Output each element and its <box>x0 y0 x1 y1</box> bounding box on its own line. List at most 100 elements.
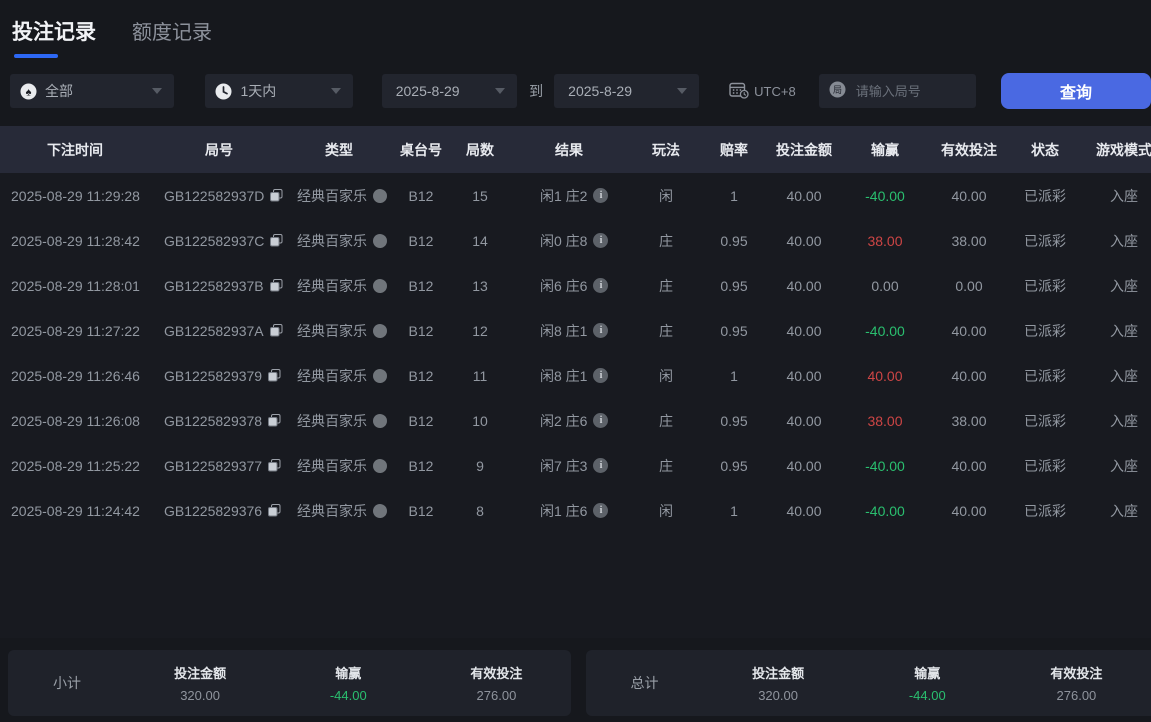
cell-game-mode: 入座 <box>1110 502 1138 519</box>
info-icon[interactable]: i <box>593 278 609 293</box>
copy-icon[interactable] <box>269 279 283 292</box>
date-from-value: 2025-8-29 <box>395 83 460 99</box>
total-panel: 总计 投注金额 320.00 输赢 -44.00 有效投注 276.00 <box>585 650 1151 716</box>
column-header: 下注时间 <box>47 141 103 158</box>
cell-valid-bet: 40.00 <box>951 367 987 384</box>
table-row[interactable]: 2025-08-29 11:28:42 GB122582937C 经典百家乐 B… <box>0 218 1151 263</box>
cell-bet-time: 2025-08-29 11:26:46 <box>11 367 140 384</box>
cell-status: 已派彩 <box>1024 367 1066 384</box>
subtotal-panel: 小计 投注金额 320.00 输赢 -44.00 有效投注 276.00 <box>8 650 571 716</box>
cell-status: 已派彩 <box>1024 187 1066 204</box>
cell-result: 闲2 庄6 i <box>508 411 630 431</box>
query-button[interactable]: 查询 <box>1000 73 1151 109</box>
cell-valid-bet: 40.00 <box>951 187 987 204</box>
total-win-loss: 输赢 -44.00 <box>908 666 946 703</box>
table-row[interactable]: 2025-08-29 11:28:01 GB122582937B 经典百家乐 B… <box>0 263 1151 308</box>
info-icon[interactable]: i <box>593 503 609 518</box>
table-row[interactable]: 2025-08-29 11:29:28 GB122582937D 经典百家乐 B… <box>0 173 1151 218</box>
cell-result: 闲0 庄8 i <box>508 231 630 251</box>
timezone-indicator: UTC+8 <box>729 81 796 102</box>
copy-icon[interactable] <box>268 369 281 382</box>
cell-round-no: 13 <box>472 277 488 294</box>
cell-bet-time: 2025-08-29 11:26:08 <box>11 412 140 429</box>
cell-valid-bet: 38.00 <box>951 412 987 429</box>
info-icon[interactable]: i <box>593 323 609 338</box>
copy-icon[interactable] <box>270 234 283 247</box>
column-header: 类型 <box>325 141 353 158</box>
cell-play: 庄 <box>659 322 673 339</box>
table-row[interactable]: 2025-08-29 11:27:22 GB122582937A 经典百家乐 B… <box>0 308 1151 353</box>
date-to-select[interactable]: 2025-8-29 <box>554 74 700 108</box>
cell-status: 已派彩 <box>1024 502 1066 519</box>
subtotal-bet-amount: 投注金额 320.00 <box>174 666 227 703</box>
cell-odds: 1 <box>730 187 738 204</box>
cell-round-id: GB1225829377 <box>150 458 288 474</box>
table-row[interactable]: 2025-08-29 11:26:46 GB1225829379 经典百家乐 B… <box>0 353 1151 398</box>
game-logo-icon <box>373 503 387 518</box>
table-row[interactable]: 2025-08-29 11:24:42 GB1225829376 经典百家乐 B… <box>0 488 1151 533</box>
calendar-clock-icon <box>729 81 750 102</box>
column-header: 游戏模式 <box>1096 141 1151 158</box>
cell-win-loss: -40.00 <box>865 502 905 519</box>
cell-game-mode: 入座 <box>1110 457 1138 474</box>
timezone-label: UTC+8 <box>754 83 796 99</box>
game-logo-icon <box>373 413 387 428</box>
date-from-select[interactable]: 2025-8-29 <box>381 74 518 108</box>
cell-result: 闲1 庄2 i <box>508 186 630 206</box>
svg-text:局: 局 <box>833 85 842 95</box>
cell-bet-time: 2025-08-29 11:24:42 <box>11 502 140 519</box>
cell-round-id: GB122582937C <box>150 233 288 249</box>
info-icon[interactable]: i <box>593 458 609 473</box>
total-bet-amount: 投注金额 320.00 <box>752 666 805 703</box>
tab-bar: 投注记录 额度记录 <box>0 0 1151 58</box>
cell-valid-bet: 40.00 <box>951 457 987 474</box>
cell-status: 已派彩 <box>1024 232 1066 249</box>
game-type-select[interactable]: ♠ 全部 <box>10 74 175 108</box>
cell-valid-bet: 0.00 <box>955 277 983 294</box>
info-icon[interactable]: i <box>593 368 609 383</box>
cell-round-id: GB1225829378 <box>150 413 288 429</box>
chevron-down-icon <box>495 88 506 94</box>
tab-betting-records[interactable]: 投注记录 <box>12 16 96 58</box>
cell-result: 闲8 庄1 i <box>508 366 630 386</box>
cell-game-type: 经典百家乐 <box>288 411 390 431</box>
cell-play: 闲 <box>659 367 673 384</box>
cell-bet-amount: 40.00 <box>786 187 822 204</box>
table-row[interactable]: 2025-08-29 11:26:08 GB1225829378 经典百家乐 B… <box>0 398 1151 443</box>
cell-result: 闲1 庄6 i <box>508 501 630 521</box>
tab-quota-records[interactable]: 额度记录 <box>132 16 212 45</box>
cell-round-no: 11 <box>472 367 488 384</box>
column-header: 输赢 <box>871 141 899 158</box>
game-logo-icon <box>373 458 387 473</box>
copy-icon[interactable] <box>269 324 283 337</box>
tab-label: 投注记录 <box>12 21 96 44</box>
copy-icon[interactable] <box>268 504 281 517</box>
cell-status: 已派彩 <box>1024 457 1066 474</box>
round-search-field[interactable]: 局 <box>818 74 976 108</box>
info-icon[interactable]: i <box>593 233 609 248</box>
cell-game-mode: 入座 <box>1110 277 1138 294</box>
info-icon[interactable]: i <box>593 413 609 428</box>
total-label: 总计 <box>630 675 659 691</box>
info-icon[interactable]: i <box>593 188 609 203</box>
svg-text:♠: ♠ <box>26 86 32 98</box>
cell-odds: 1 <box>730 502 738 519</box>
copy-icon[interactable] <box>268 459 281 472</box>
copy-icon[interactable] <box>268 414 281 427</box>
game-logo-icon <box>373 323 387 338</box>
game-logo-icon <box>373 233 387 248</box>
copy-icon[interactable] <box>270 189 283 202</box>
round-search-input[interactable] <box>853 82 968 100</box>
cell-bet-amount: 40.00 <box>786 457 822 474</box>
cell-table-no: B12 <box>408 367 434 384</box>
time-range-select[interactable]: 1天内 <box>205 74 353 108</box>
column-header: 桌台号 <box>400 141 442 158</box>
cell-bet-time: 2025-08-29 11:28:01 <box>11 277 140 294</box>
cell-game-type: 经典百家乐 <box>288 276 390 296</box>
table-row[interactable]: 2025-08-29 11:25:22 GB1225829377 经典百家乐 B… <box>0 443 1151 488</box>
cell-win-loss: -40.00 <box>865 457 905 474</box>
chevron-down-icon <box>152 88 163 94</box>
cell-bet-time: 2025-08-29 11:25:22 <box>11 457 140 474</box>
column-header: 局数 <box>466 141 494 158</box>
summary-bar: 小计 投注金额 320.00 输赢 -44.00 有效投注 276.00 总计 … <box>0 650 1151 716</box>
